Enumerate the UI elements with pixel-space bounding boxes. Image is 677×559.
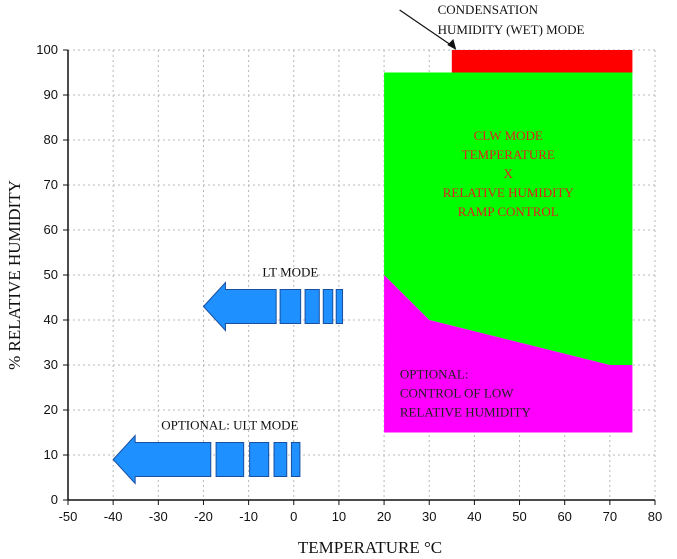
- x-tick-label: 80: [648, 509, 662, 524]
- arrow-segment: [215, 442, 245, 477]
- x-tick-label: -50: [59, 509, 78, 524]
- y-tick-label: 60: [44, 222, 58, 237]
- arrow-segment: [279, 289, 302, 324]
- low-rh-label-line: OPTIONAL:: [400, 367, 469, 382]
- region-labels: CLW MODE TEMPERATURE X RELATIVE HUMIDITY RAM…: [399, 2, 585, 420]
- callout-leader: [399, 9, 453, 47]
- arrow-body: [202, 281, 277, 332]
- arrow-segment: [322, 289, 334, 324]
- x-tick-label: 60: [557, 509, 571, 524]
- y-tick-label: 80: [44, 132, 58, 147]
- clw-label-line: CLW MODE: [474, 128, 543, 143]
- x-tick-label: 70: [603, 509, 617, 524]
- arrow-body: [112, 434, 212, 485]
- clw-label-line: RAMP CONTROL: [458, 204, 559, 219]
- x-axis-title: TEMPERATURE °C: [298, 538, 442, 557]
- x-tick-label: 20: [377, 509, 391, 524]
- x-tick-label: 30: [422, 509, 436, 524]
- x-tick-label: -40: [104, 509, 123, 524]
- arrow-ult-mode: [112, 434, 301, 485]
- arrow-segment: [249, 442, 270, 477]
- region-low-rh: [384, 275, 633, 433]
- y-tick-label: 10: [44, 447, 58, 462]
- low-rh-label-line: RELATIVE HUMIDITY: [400, 405, 532, 420]
- arrow-label-lt-mode: LT MODE: [262, 265, 318, 280]
- mode-arrows: LT MODE OPTIONAL: ULT MODE: [112, 265, 344, 485]
- y-tick-label: 0: [51, 492, 58, 507]
- y-tick-label: 90: [44, 87, 58, 102]
- y-axis-title: % RELATIVE HUMIDITY: [5, 180, 24, 370]
- y-tick-label: 100: [36, 42, 58, 57]
- x-tick-label: -20: [194, 509, 213, 524]
- clw-label-line: RELATIVE HUMIDITY: [443, 185, 575, 200]
- y-tick-label: 40: [44, 312, 58, 327]
- region-wet: [451, 50, 633, 73]
- clw-label-line: X: [504, 166, 514, 181]
- region-clw: [384, 72, 633, 365]
- arrow-segment: [273, 442, 288, 477]
- x-tick-label: -30: [149, 509, 168, 524]
- low-rh-label-line: CONTROL OF LOW: [400, 386, 514, 401]
- arrow-label-ult-mode: OPTIONAL: ULT MODE: [161, 418, 298, 433]
- arrow-lt-mode: [202, 281, 344, 332]
- callout-label-line: HUMIDITY (WET) MODE: [438, 22, 585, 37]
- arrow-segment: [304, 289, 320, 324]
- axes: [63, 49, 656, 505]
- y-tick-label: 70: [44, 177, 58, 192]
- callout-label-line: CONDENSATION: [438, 2, 539, 17]
- y-tick-label: 50: [44, 267, 58, 282]
- arrow-segment: [290, 442, 301, 477]
- clw-label-line: TEMPERATURE: [462, 147, 555, 162]
- x-tick-label: 40: [467, 509, 481, 524]
- y-tick-label: 20: [44, 402, 58, 417]
- x-tick-label: -10: [239, 509, 258, 524]
- arrow-segment: [335, 289, 344, 324]
- callout-arrowhead: [447, 39, 457, 50]
- tick-labels: -50 -40 -30 -20 -10 0 10 20 30 40 50 60 70 80 0 10 20 30 4…: [36, 42, 662, 524]
- x-tick-label: 50: [512, 509, 526, 524]
- mode-regions: [384, 50, 633, 433]
- y-tick-label: 30: [44, 357, 58, 372]
- x-tick-label: 0: [290, 509, 297, 524]
- x-tick-label: 10: [332, 509, 346, 524]
